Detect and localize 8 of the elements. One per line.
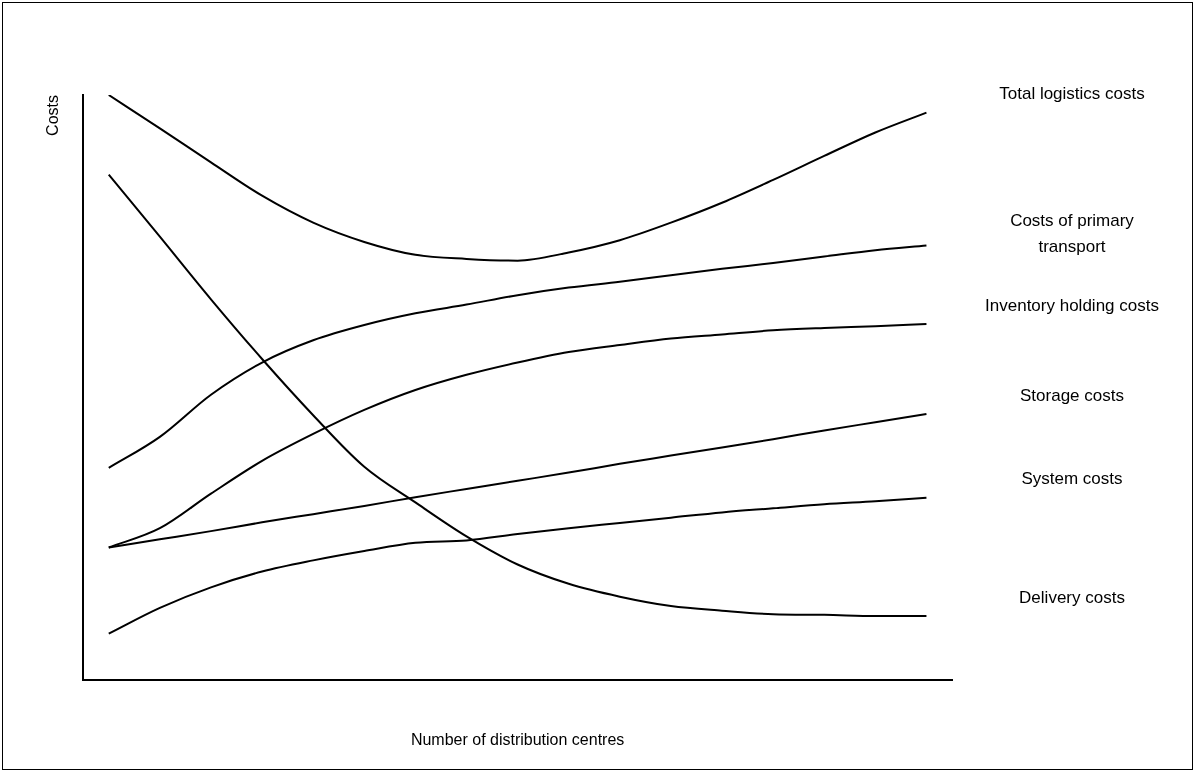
text: Costs of primary transport <box>1010 211 1135 257</box>
text: Total logistics costs <box>999 84 1145 104</box>
text: System costs <box>1021 469 1123 489</box>
text: Storage costs <box>1020 385 1124 405</box>
y-axis-title: Costs <box>44 95 62 136</box>
x-axis-title: Number of distribution centres <box>410 730 625 748</box>
text: Delivery costs <box>1019 587 1125 607</box>
text: Inventory holding costs <box>985 295 1159 315</box>
